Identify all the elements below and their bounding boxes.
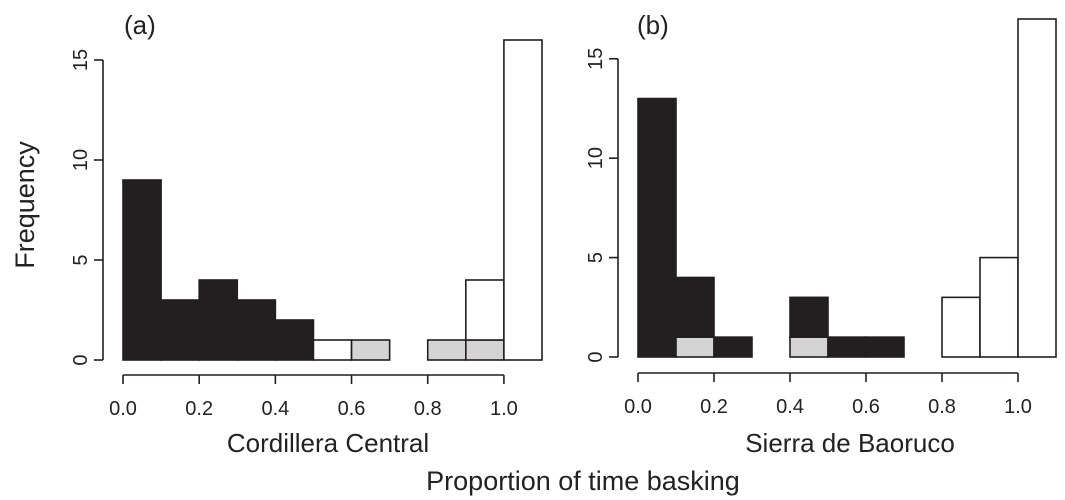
histogram-bar-black <box>122 179 162 361</box>
histogram-bar-black <box>637 97 677 358</box>
panel-label-b: (b) <box>637 10 669 40</box>
x-tick-label: 1.0 <box>490 398 518 420</box>
histogram-bar-white <box>941 296 981 358</box>
histogram-bar-black <box>160 299 200 361</box>
y-tick-label: 5 <box>585 252 607 263</box>
x-tick-label: 0.0 <box>624 396 652 418</box>
y-tick-label: 5 <box>70 254 92 265</box>
histogram-bar-white <box>1017 18 1057 358</box>
histogram-bar-grey <box>350 339 391 361</box>
x-tick-label: 0.2 <box>700 396 728 418</box>
histogram-bar-black <box>789 296 829 338</box>
y-tick-label: 10 <box>585 147 607 169</box>
x-tick-label: 0.0 <box>109 398 137 420</box>
histogram-bar-white <box>465 279 505 341</box>
y-tick-label: 15 <box>585 48 607 70</box>
histogram-bar-grey <box>426 339 467 361</box>
y-tick-label: 0 <box>70 354 92 365</box>
panel-a: 0.0 0.2 0.4 0.6 0.8 1.0 0 5 10 15 <box>70 39 543 420</box>
panel-b: 0.0 0.2 0.4 0.6 0.8 1.0 0 5 10 15 <box>585 18 1057 418</box>
histogram-bar-black <box>827 336 867 358</box>
panel-label-a: (a) <box>124 10 156 40</box>
histogram-bar-black <box>198 279 239 361</box>
histogram-bar-black <box>865 336 905 358</box>
x-tick-label: 0.6 <box>852 396 880 418</box>
x-tick-label: 0.8 <box>414 398 442 420</box>
histogram-bar-white <box>503 39 543 361</box>
histogram-bar-white <box>979 256 1019 358</box>
histogram-bar-black <box>274 319 315 361</box>
shared-y-axis-title: Frequency <box>10 141 40 269</box>
x-tick-label: 0.4 <box>776 396 804 418</box>
x-axis-title-b: Sierra de Baoruco <box>745 428 955 458</box>
histogram-bar-grey <box>465 339 505 361</box>
shared-x-axis-title: Proportion of time basking <box>426 466 740 496</box>
x-tick-label: 0.6 <box>338 398 366 420</box>
histogram-bar-black <box>236 299 277 361</box>
histogram-bar-grey <box>789 336 829 358</box>
x-tick-label: 1.0 <box>1004 396 1032 418</box>
y-tick-label: 0 <box>585 351 607 362</box>
histogram-bar-black <box>713 336 753 358</box>
histogram-bar-grey <box>675 336 715 358</box>
x-tick-label: 0.8 <box>928 396 956 418</box>
histogram-bar-black <box>675 276 715 338</box>
histogram-bar-white <box>312 339 353 361</box>
y-tick-label: 10 <box>70 149 92 171</box>
x-tick-label: 0.2 <box>185 398 213 420</box>
x-axis-title-a: Cordillera Central <box>227 428 429 458</box>
x-tick-label: 0.4 <box>261 398 289 420</box>
y-tick-label: 15 <box>70 49 92 71</box>
